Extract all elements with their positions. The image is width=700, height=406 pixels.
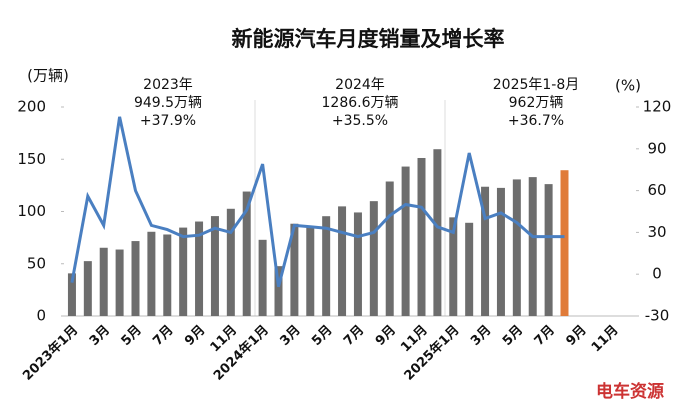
annotation: +36.7%	[508, 113, 564, 129]
annotation: +37.9%	[140, 113, 196, 129]
bar	[560, 170, 569, 316]
annotation: +35.5%	[332, 113, 388, 129]
chart-title: 新能源汽车月度销量及增长率	[232, 27, 505, 51]
annotation: 1286.6万辆	[322, 95, 399, 111]
growth-line	[70, 116, 565, 288]
x-tick-label: 5月	[309, 323, 335, 349]
y2-tick-label: 90	[647, 139, 666, 157]
x-tick-label: 9月	[563, 323, 589, 349]
bar	[417, 157, 426, 316]
y2-tick-label: -30	[645, 307, 670, 325]
annotation: 2024年	[335, 77, 385, 93]
x-tick-label: 5月	[500, 323, 526, 349]
bar	[401, 166, 410, 316]
annotation: 949.5万辆	[134, 95, 202, 111]
bar	[449, 217, 458, 316]
watermark: 电车资源	[596, 381, 664, 402]
x-tick-label: 3月	[468, 323, 494, 349]
annotation: 962万辆	[509, 95, 564, 111]
bar	[528, 177, 537, 316]
bar	[385, 181, 394, 316]
y2-tick-label: 30	[647, 223, 666, 241]
y-tick-label: 150	[17, 150, 46, 168]
x-tick-label: 3月	[277, 323, 303, 349]
x-tick-label: 7月	[150, 323, 176, 349]
y2-tick-label: 60	[647, 181, 666, 199]
bar	[99, 247, 108, 316]
y-axis-label: (万辆)	[27, 67, 69, 85]
bar	[179, 227, 188, 316]
bar	[274, 266, 283, 316]
bar	[242, 191, 251, 316]
bar	[496, 187, 505, 316]
bar	[465, 222, 474, 316]
bar	[163, 234, 172, 316]
x-tick-label: 2023年1月	[20, 322, 82, 384]
bar	[210, 216, 219, 316]
x-tick-label: 9月	[373, 323, 399, 349]
bar	[195, 221, 204, 316]
y-tick-label: 100	[17, 202, 46, 220]
bar	[544, 184, 553, 316]
bar	[306, 227, 315, 316]
bar	[433, 149, 442, 316]
y-tick-label: 50	[27, 254, 46, 272]
y2-tick-label: 0	[652, 265, 662, 283]
annotation: 2023年	[143, 77, 193, 93]
y2-tick-label: 120	[643, 98, 672, 116]
bar	[512, 179, 521, 316]
annotation: 2025年1-8月	[493, 77, 580, 93]
x-tick-label: 3月	[87, 323, 113, 349]
bar	[338, 206, 347, 316]
bar	[147, 231, 156, 316]
bar	[290, 223, 299, 316]
x-tick-label: 7月	[341, 323, 367, 349]
y2-axis-label: (%)	[615, 77, 641, 95]
bar	[131, 241, 140, 316]
bar	[83, 261, 92, 316]
x-tick-label: 7月	[532, 323, 558, 349]
bar	[322, 216, 331, 316]
bar	[353, 212, 362, 316]
y-tick-label: 200	[17, 98, 46, 116]
bar	[258, 239, 267, 316]
x-tick-label: 11月	[589, 323, 622, 356]
x-tick-label: 9月	[182, 323, 208, 349]
bar	[369, 201, 378, 316]
bar	[226, 208, 235, 316]
bar	[67, 273, 76, 316]
bar	[115, 249, 124, 316]
bar	[481, 186, 490, 316]
y-tick-label: 0	[36, 307, 46, 325]
x-tick-label: 5月	[119, 323, 145, 349]
